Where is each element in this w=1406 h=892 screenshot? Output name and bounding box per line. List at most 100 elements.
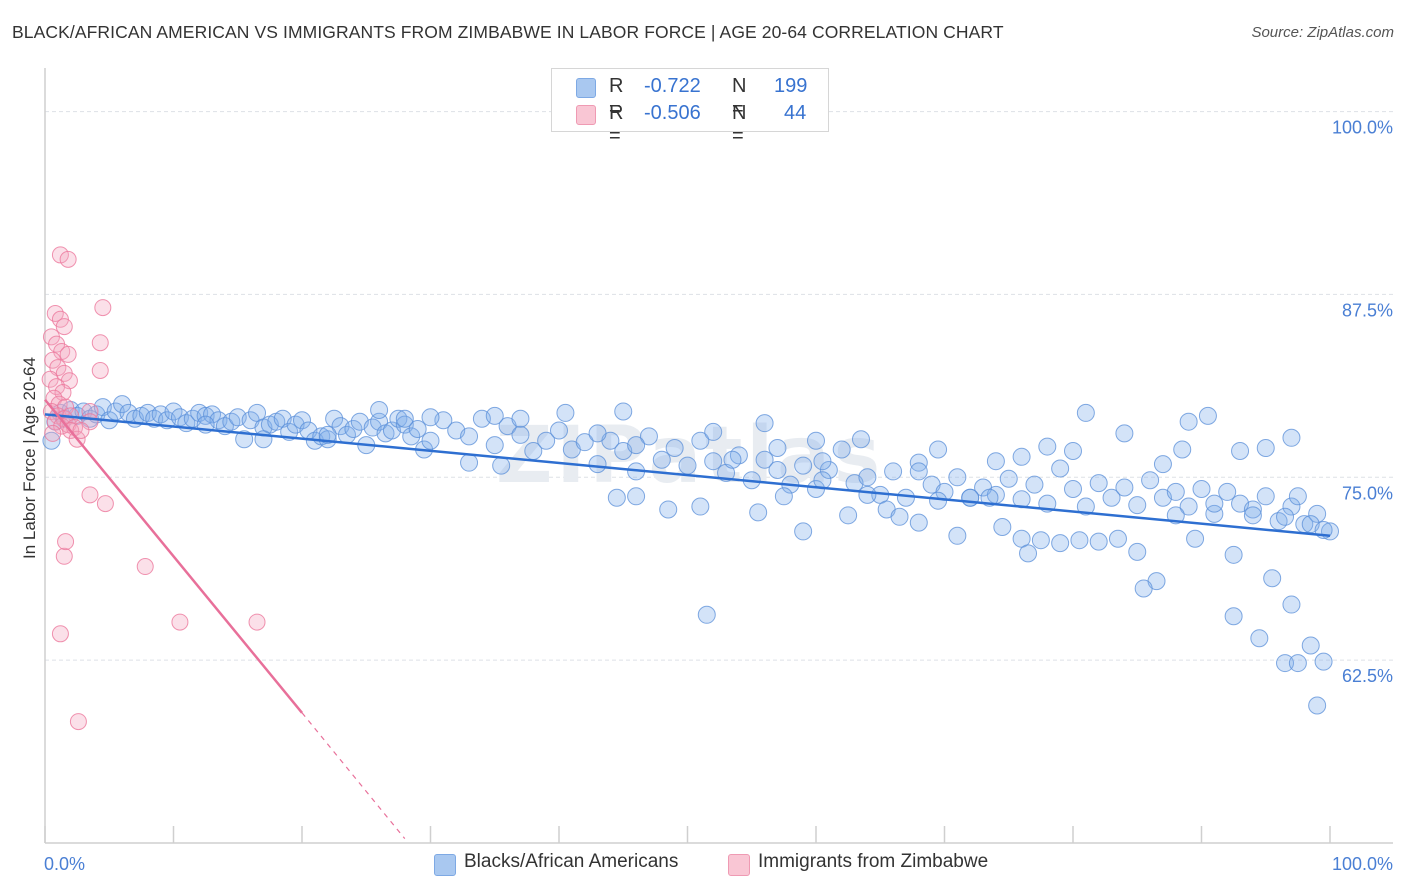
data-point-blacks — [402, 427, 421, 446]
data-point-blacks — [1173, 440, 1192, 459]
bottom-legend-label: Blacks/African Americans — [464, 851, 679, 872]
data-point-blacks — [1115, 424, 1134, 443]
data-point-blacks — [627, 487, 646, 506]
legend-r-value: -0.722 — [644, 75, 701, 97]
x-tick-label: 0.0% — [44, 854, 85, 874]
data-point-zimbabwe — [51, 246, 69, 264]
data-point-blacks — [1108, 529, 1127, 548]
data-point-blacks — [1256, 487, 1275, 506]
data-point-blacks — [858, 485, 877, 504]
data-point-blacks — [408, 420, 427, 439]
data-point-blacks — [1308, 696, 1327, 715]
data-point-blacks — [1115, 478, 1134, 497]
data-point-blacks — [1141, 471, 1160, 490]
data-point-blacks — [884, 462, 903, 481]
legend: R = -0.722 N = 199 R = -0.506 N = 44 — [551, 68, 829, 147]
data-point-blacks — [550, 421, 568, 440]
series-zimbabwe — [41, 246, 266, 731]
chart-title: BLACK/AFRICAN AMERICAN VS IMMIGRANTS FRO… — [12, 22, 1004, 42]
data-point-blacks — [325, 409, 344, 428]
data-point-blacks — [678, 456, 697, 475]
bottom-legend-swatch-pink — [728, 854, 750, 876]
data-point-blacks — [1314, 652, 1333, 671]
legend-r-label: R = — [609, 75, 624, 120]
y-tick-label: 75.0% — [1342, 483, 1393, 503]
data-point-blacks — [293, 411, 311, 430]
data-point-blacks — [607, 488, 626, 507]
data-point-blacks — [511, 425, 530, 444]
data-point-blacks — [755, 450, 774, 469]
data-point-blacks — [588, 424, 607, 443]
data-point-blacks — [691, 431, 710, 450]
data-point-blacks — [659, 500, 678, 519]
data-point-blacks — [421, 408, 440, 427]
data-point-blacks — [1276, 507, 1295, 526]
data-point-blacks — [948, 468, 967, 487]
bottom-legend-label: Immigrants from Zimbabwe — [758, 851, 989, 872]
data-point-blacks — [1256, 439, 1275, 458]
data-point-zimbabwe — [55, 547, 73, 565]
data-point-blacks — [1089, 532, 1108, 551]
data-point-zimbabwe — [91, 361, 109, 379]
bottom-legend-swatch-blue — [434, 854, 456, 876]
data-point-blacks — [1282, 595, 1301, 614]
legend-n-value: 44 — [784, 102, 807, 124]
data-point-blacks — [1064, 479, 1082, 498]
data-point-zimbabwe — [248, 613, 266, 631]
data-point-blacks — [1288, 654, 1307, 673]
axes — [44, 68, 1393, 844]
data-point-blacks — [511, 409, 530, 428]
data-point-blacks — [627, 436, 646, 455]
series-blacks — [42, 395, 1339, 715]
trend-lines — [44, 398, 1331, 839]
data-point-zimbabwe — [171, 613, 189, 631]
legend-swatch-pink — [576, 105, 596, 125]
data-point-blacks — [614, 402, 633, 421]
data-point-zimbabwe — [59, 345, 77, 363]
data-point-blacks — [948, 526, 967, 545]
tick-labels: 62.5% 75.0% 87.5% 100.0% 0.0% 100.0% — [44, 118, 1393, 874]
data-point-zimbabwe — [53, 417, 71, 435]
data-point-blacks — [896, 488, 915, 507]
data-point-zimbabwe — [44, 424, 62, 442]
data-point-blacks — [993, 518, 1012, 537]
data-point-blacks — [832, 440, 851, 459]
data-point-blacks — [1102, 488, 1121, 507]
data-point-zimbabwe — [91, 334, 109, 352]
data-point-blacks — [1224, 545, 1243, 564]
data-point-zimbabwe — [81, 486, 99, 504]
data-point-blacks — [851, 430, 870, 449]
data-point-blacks — [723, 450, 742, 469]
data-point-blacks — [460, 453, 479, 472]
data-point-blacks — [639, 427, 658, 446]
y-tick-label: 87.5% — [1342, 300, 1393, 320]
legend-n-label: N = — [732, 102, 747, 147]
data-point-blacks — [588, 455, 607, 474]
data-point-zimbabwe — [49, 359, 67, 377]
data-point-blacks — [1250, 629, 1269, 648]
data-point-blacks — [1025, 475, 1044, 494]
data-point-blacks — [1288, 487, 1307, 506]
data-point-blacks — [858, 468, 877, 487]
chart-source: Source: ZipAtlas.com — [1251, 24, 1394, 41]
data-point-blacks — [370, 400, 389, 419]
trend-line-zimbabwe-extension — [301, 712, 406, 839]
data-point-zimbabwe — [59, 250, 77, 268]
data-point-blacks — [575, 433, 594, 452]
data-point-blacks — [1282, 428, 1301, 447]
trend-line-blacks — [44, 413, 1331, 538]
data-point-blacks — [768, 439, 787, 458]
data-point-blacks — [1263, 569, 1282, 588]
data-point-blacks — [665, 439, 684, 458]
data-point-blacks — [421, 431, 440, 450]
data-point-zimbabwe — [136, 558, 154, 576]
trend-line-zimbabwe — [44, 398, 303, 714]
data-point-blacks — [749, 503, 768, 522]
data-point-blacks — [1179, 412, 1198, 431]
data-point-blacks — [1128, 496, 1147, 515]
data-point-blacks — [42, 431, 61, 450]
data-point-blacks — [794, 456, 813, 475]
data-point-blacks — [1224, 607, 1243, 626]
data-point-blacks — [1218, 482, 1237, 501]
